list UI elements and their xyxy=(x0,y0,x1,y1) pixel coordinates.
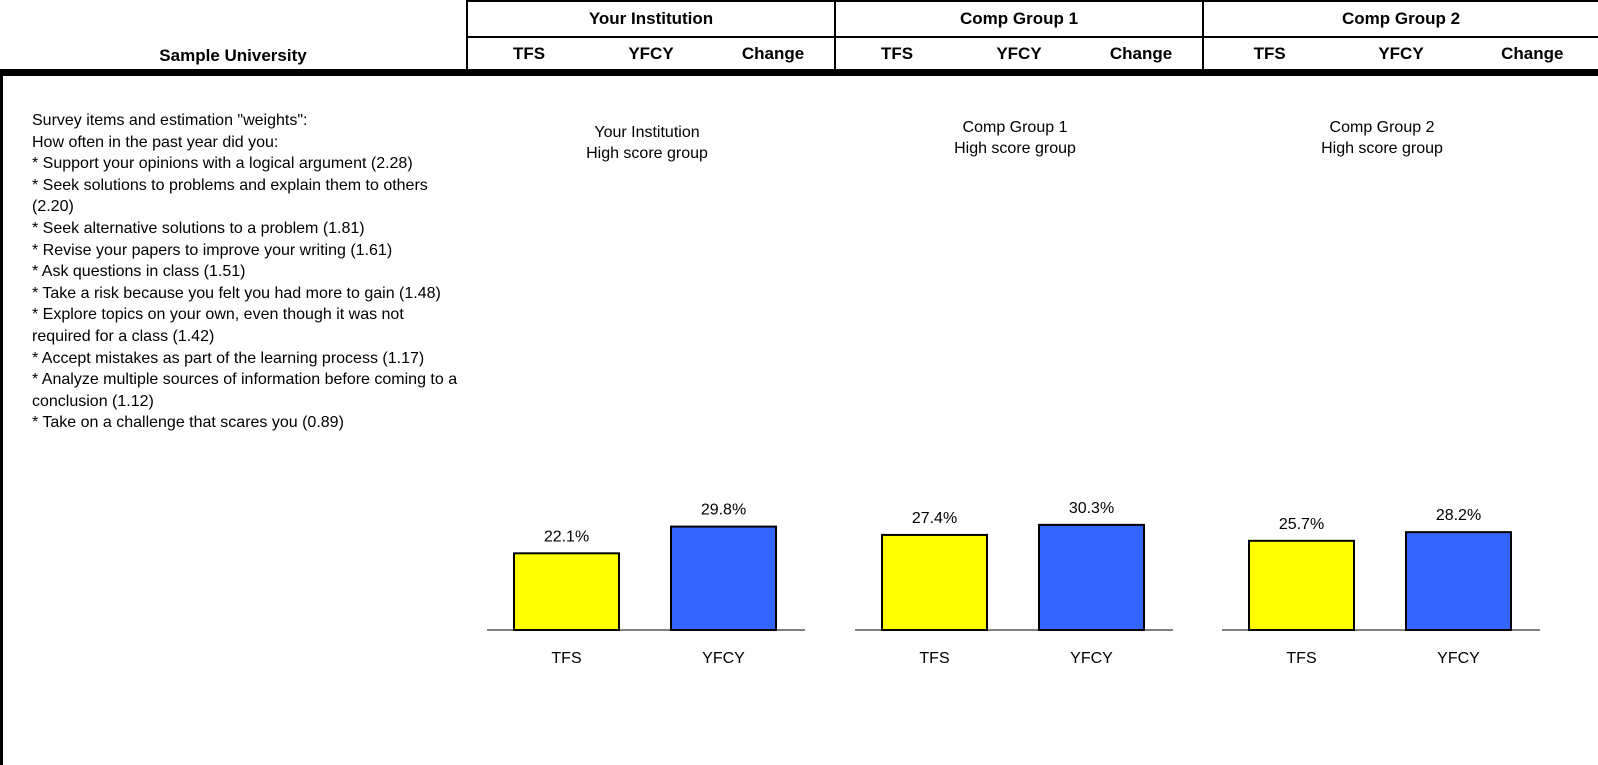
subheader-your-institution: TFS YFCY Change xyxy=(468,38,836,70)
data-label: 27.4% xyxy=(912,510,957,527)
chart-svg: 27.4% TFS 30.3% YFCY xyxy=(855,500,1173,667)
data-label: 29.8% xyxy=(701,502,746,519)
chart-comp-group-1: Comp Group 1 High score group 27.4% TFS 30… xyxy=(855,119,1175,680)
chart-title-line-2: High score group xyxy=(954,140,1076,157)
chart-title-line-1: Comp Group 2 xyxy=(1329,119,1435,136)
survey-line: * Explore topics on your own, even thoug… xyxy=(32,306,404,345)
survey-line: * Seek alternative solutions to a proble… xyxy=(32,219,365,237)
survey-line: * Take a risk because you felt you had m… xyxy=(32,284,441,302)
data-label: 22.1% xyxy=(544,528,589,545)
survey-line: * Take on a challenge that scares you (0… xyxy=(32,414,344,432)
category-label: TFS xyxy=(919,650,949,667)
survey-line: * Revise your papers to improve your wri… xyxy=(32,241,393,259)
col-change: Change xyxy=(1501,44,1564,63)
category-label: TFS xyxy=(1286,650,1316,667)
survey-line: Survey items and estimation "weights": xyxy=(32,112,308,129)
col-change: Change xyxy=(741,44,805,63)
chart-svg: 25.7% TFS 28.2% YFCY xyxy=(1222,507,1540,667)
report-body xyxy=(0,76,1598,765)
group-header-your-institution: Your Institution xyxy=(468,2,836,38)
bar-tfs xyxy=(1248,539,1355,632)
col-yfcy: YFCY xyxy=(628,44,674,63)
header-divider xyxy=(0,69,1598,76)
bar-yfcy xyxy=(1405,531,1512,631)
survey-line: * Ask questions in class (1.51) xyxy=(32,263,246,281)
category-label: YFCY xyxy=(1437,650,1480,667)
subheader-comp-group-1: TFS YFCY Change xyxy=(836,38,1204,70)
header-table: Sample University Your Institution Comp … xyxy=(0,0,1598,76)
bar-yfcy xyxy=(670,525,777,631)
bar-tfs xyxy=(881,533,988,631)
group-header-comp-group-2: Comp Group 2 xyxy=(1204,2,1598,38)
subheader-comp-group-2: TFS YFCY Change xyxy=(1204,38,1598,70)
survey-items: Survey items and estimation "weights": H… xyxy=(32,110,462,434)
chart-title-line-1: Your Institution xyxy=(594,124,700,141)
group-header-comp-group-1: Comp Group 1 xyxy=(836,2,1204,38)
data-label: 28.2% xyxy=(1436,507,1481,524)
survey-line: * Support your opinions with a logical a… xyxy=(32,155,413,173)
col-tfs: TFS xyxy=(1253,44,1286,63)
bar-tfs xyxy=(513,552,620,631)
col-tfs: TFS xyxy=(880,44,914,63)
category-label: YFCY xyxy=(702,650,745,667)
bar-yfcy xyxy=(1038,523,1145,632)
data-label: 25.7% xyxy=(1279,516,1324,533)
category-label: TFS xyxy=(551,650,581,667)
chart-svg: 22.1% TFS 29.8% YFCY xyxy=(487,502,805,667)
chart-title-line-2: High score group xyxy=(586,145,708,162)
col-tfs: TFS xyxy=(512,44,546,63)
col-yfcy: YFCY xyxy=(1378,44,1424,63)
header-grid: Your Institution Comp Group 1 Comp Group… xyxy=(466,0,1598,76)
chart-title-line-2: High score group xyxy=(1321,140,1443,157)
chart-your-institution: Your Institution High score group 22.1% T… xyxy=(487,120,807,680)
col-yfcy: YFCY xyxy=(996,44,1042,63)
data-label: 30.3% xyxy=(1069,500,1114,517)
chart-comp-group-2: Comp Group 2 High score group 25.7% TFS 28… xyxy=(1222,119,1542,680)
chart-title-line-1: Comp Group 1 xyxy=(962,119,1068,136)
survey-line: * Accept mistakes as part of the learnin… xyxy=(32,349,425,367)
survey-line: * Seek solutions to problems and explain… xyxy=(32,176,428,216)
survey-line: * Analyze multiple sources of informatio… xyxy=(32,371,458,410)
col-change: Change xyxy=(1109,44,1173,63)
survey-line: How often in the past year did you: xyxy=(32,133,279,151)
institution-name: Sample University xyxy=(159,46,307,65)
category-label: YFCY xyxy=(1070,650,1113,667)
